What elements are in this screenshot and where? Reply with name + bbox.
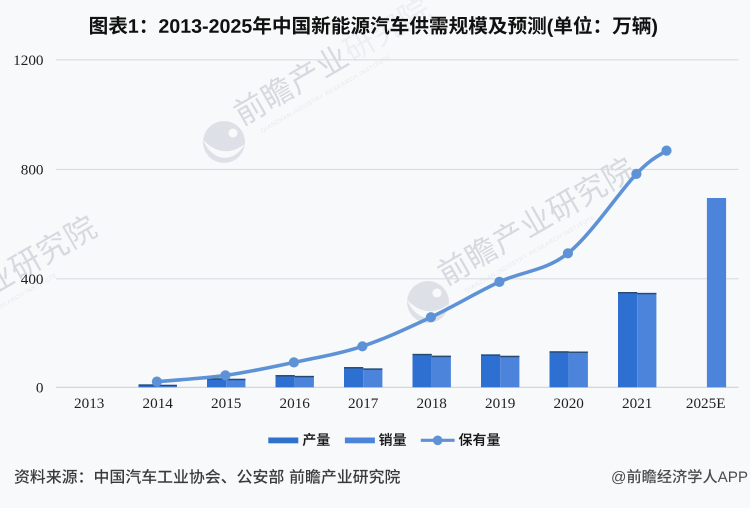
svg-text:2019: 2019 (485, 395, 515, 412)
svg-text:1200: 1200 (13, 52, 44, 69)
svg-text:2020: 2020 (554, 395, 585, 412)
svg-text:400: 400 (21, 271, 44, 288)
svg-text:0: 0 (36, 380, 44, 397)
svg-text:2017: 2017 (348, 395, 379, 412)
svg-text:2021: 2021 (622, 395, 652, 412)
svg-text:2013: 2013 (74, 395, 104, 412)
svg-text:2015: 2015 (211, 395, 241, 412)
svg-text:2016: 2016 (280, 395, 311, 412)
svg-text:2025E: 2025E (686, 395, 726, 412)
svg-text:2018: 2018 (417, 395, 448, 412)
svg-text:800: 800 (21, 162, 44, 179)
svg-text:2014: 2014 (143, 395, 174, 412)
